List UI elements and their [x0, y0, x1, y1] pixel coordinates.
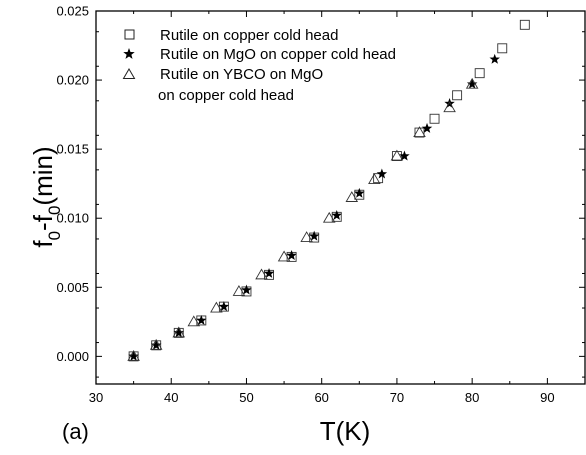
y-axis-title-part-3: -f	[28, 214, 58, 231]
y-axis-title-part-2: 0	[45, 231, 64, 240]
legend-item-0: Rutile on copper cold head	[124, 27, 338, 44]
panel-label: (a)	[62, 419, 89, 444]
legend-label-0: Rutile on copper cold head	[160, 27, 338, 44]
series-2	[127, 77, 479, 361]
x-tick-label: 40	[164, 390, 178, 405]
data-point-triangle	[255, 268, 268, 280]
x-tick-label: 90	[540, 390, 554, 405]
data-point-star	[196, 314, 207, 325]
data-point-star	[241, 284, 252, 295]
y-tick-label: 0.000	[56, 349, 89, 364]
data-point-triangle	[345, 191, 359, 202]
axis-tick-labels: 30 40 50 60 70 80 90 0.000 0.005 0.010 0.015 0.020 0…	[56, 4, 554, 406]
data-point-star	[308, 230, 320, 241]
data-point-triangle	[465, 77, 479, 89]
data-point-triangle	[443, 101, 456, 113]
y-tick-label: 0.020	[56, 73, 89, 88]
y-tick-label: 0.005	[56, 280, 89, 295]
legend-marker-open-triangle	[122, 68, 136, 79]
y-axis-title-part-1: f	[28, 240, 58, 248]
data-point-star	[421, 122, 433, 133]
x-axis-title: T(K)	[320, 416, 371, 446]
data-point-star	[150, 339, 162, 350]
data-point-star	[399, 150, 410, 161]
y-tick-label: 0.010	[56, 211, 89, 226]
data-point-triangle	[127, 349, 140, 361]
data-point-star	[466, 78, 478, 89]
legend-item-2: Rutile on YBCO on MgO on copper cold hea…	[122, 66, 323, 104]
legend-marker-filled-star	[123, 48, 135, 59]
data-point-star	[128, 350, 139, 361]
data-point-star	[489, 53, 500, 64]
legend-item-1: Rutile on MgO on copper cold head	[123, 46, 396, 63]
data-point-triangle	[172, 326, 186, 338]
data-point-square	[429, 113, 440, 124]
plot-frame	[95, 10, 586, 385]
data-point-square	[497, 43, 508, 54]
y-axis-title-part-4: 0	[45, 206, 64, 215]
data-point-square	[452, 90, 463, 101]
data-point-square	[373, 173, 384, 184]
x-tick-label: 30	[89, 390, 103, 405]
x-tick-label: 60	[314, 390, 328, 405]
legend-label-1: Rutile on MgO on copper cold head	[160, 46, 396, 63]
x-tick-label: 80	[465, 390, 479, 405]
legend-label-2-continued: on copper cold head	[158, 87, 294, 104]
data-point-star	[376, 168, 388, 179]
data-point-triangle	[210, 301, 223, 313]
data-point-triangle	[300, 231, 313, 243]
series-1	[128, 53, 500, 361]
data-point-triangle	[322, 211, 336, 223]
data-point-triangle	[390, 149, 404, 161]
legend-marker-open-square	[124, 29, 135, 40]
x-tick-label: 70	[390, 390, 404, 405]
data-markers	[127, 19, 530, 362]
y-tick-label: 0.015	[56, 142, 89, 157]
data-point-star	[354, 187, 365, 198]
data-point-triangle	[277, 250, 291, 262]
data-point-star	[263, 267, 275, 278]
data-point-star	[173, 327, 184, 338]
data-point-star	[331, 209, 342, 220]
data-point-star	[218, 301, 230, 312]
data-point-square	[519, 19, 530, 30]
y-axis-title-part-5: (min)	[28, 146, 58, 205]
axis-ticks	[95, 10, 585, 384]
data-point-triangle	[187, 315, 201, 327]
data-point-triangle	[368, 173, 381, 184]
y-tick-label: 0.025	[56, 4, 89, 19]
y-axis-title: f0-f0(min)	[28, 146, 64, 247]
legend-label-2: Rutile on YBCO on MgO	[160, 66, 323, 83]
data-point-triangle	[413, 126, 426, 138]
legend: Rutile on copper cold head Rutile on MgO…	[122, 27, 396, 104]
data-point-square	[474, 68, 485, 79]
data-point-triangle	[149, 338, 163, 350]
data-point-triangle	[232, 285, 246, 296]
data-point-star	[286, 250, 297, 260]
x-tick-label: 50	[239, 390, 253, 405]
